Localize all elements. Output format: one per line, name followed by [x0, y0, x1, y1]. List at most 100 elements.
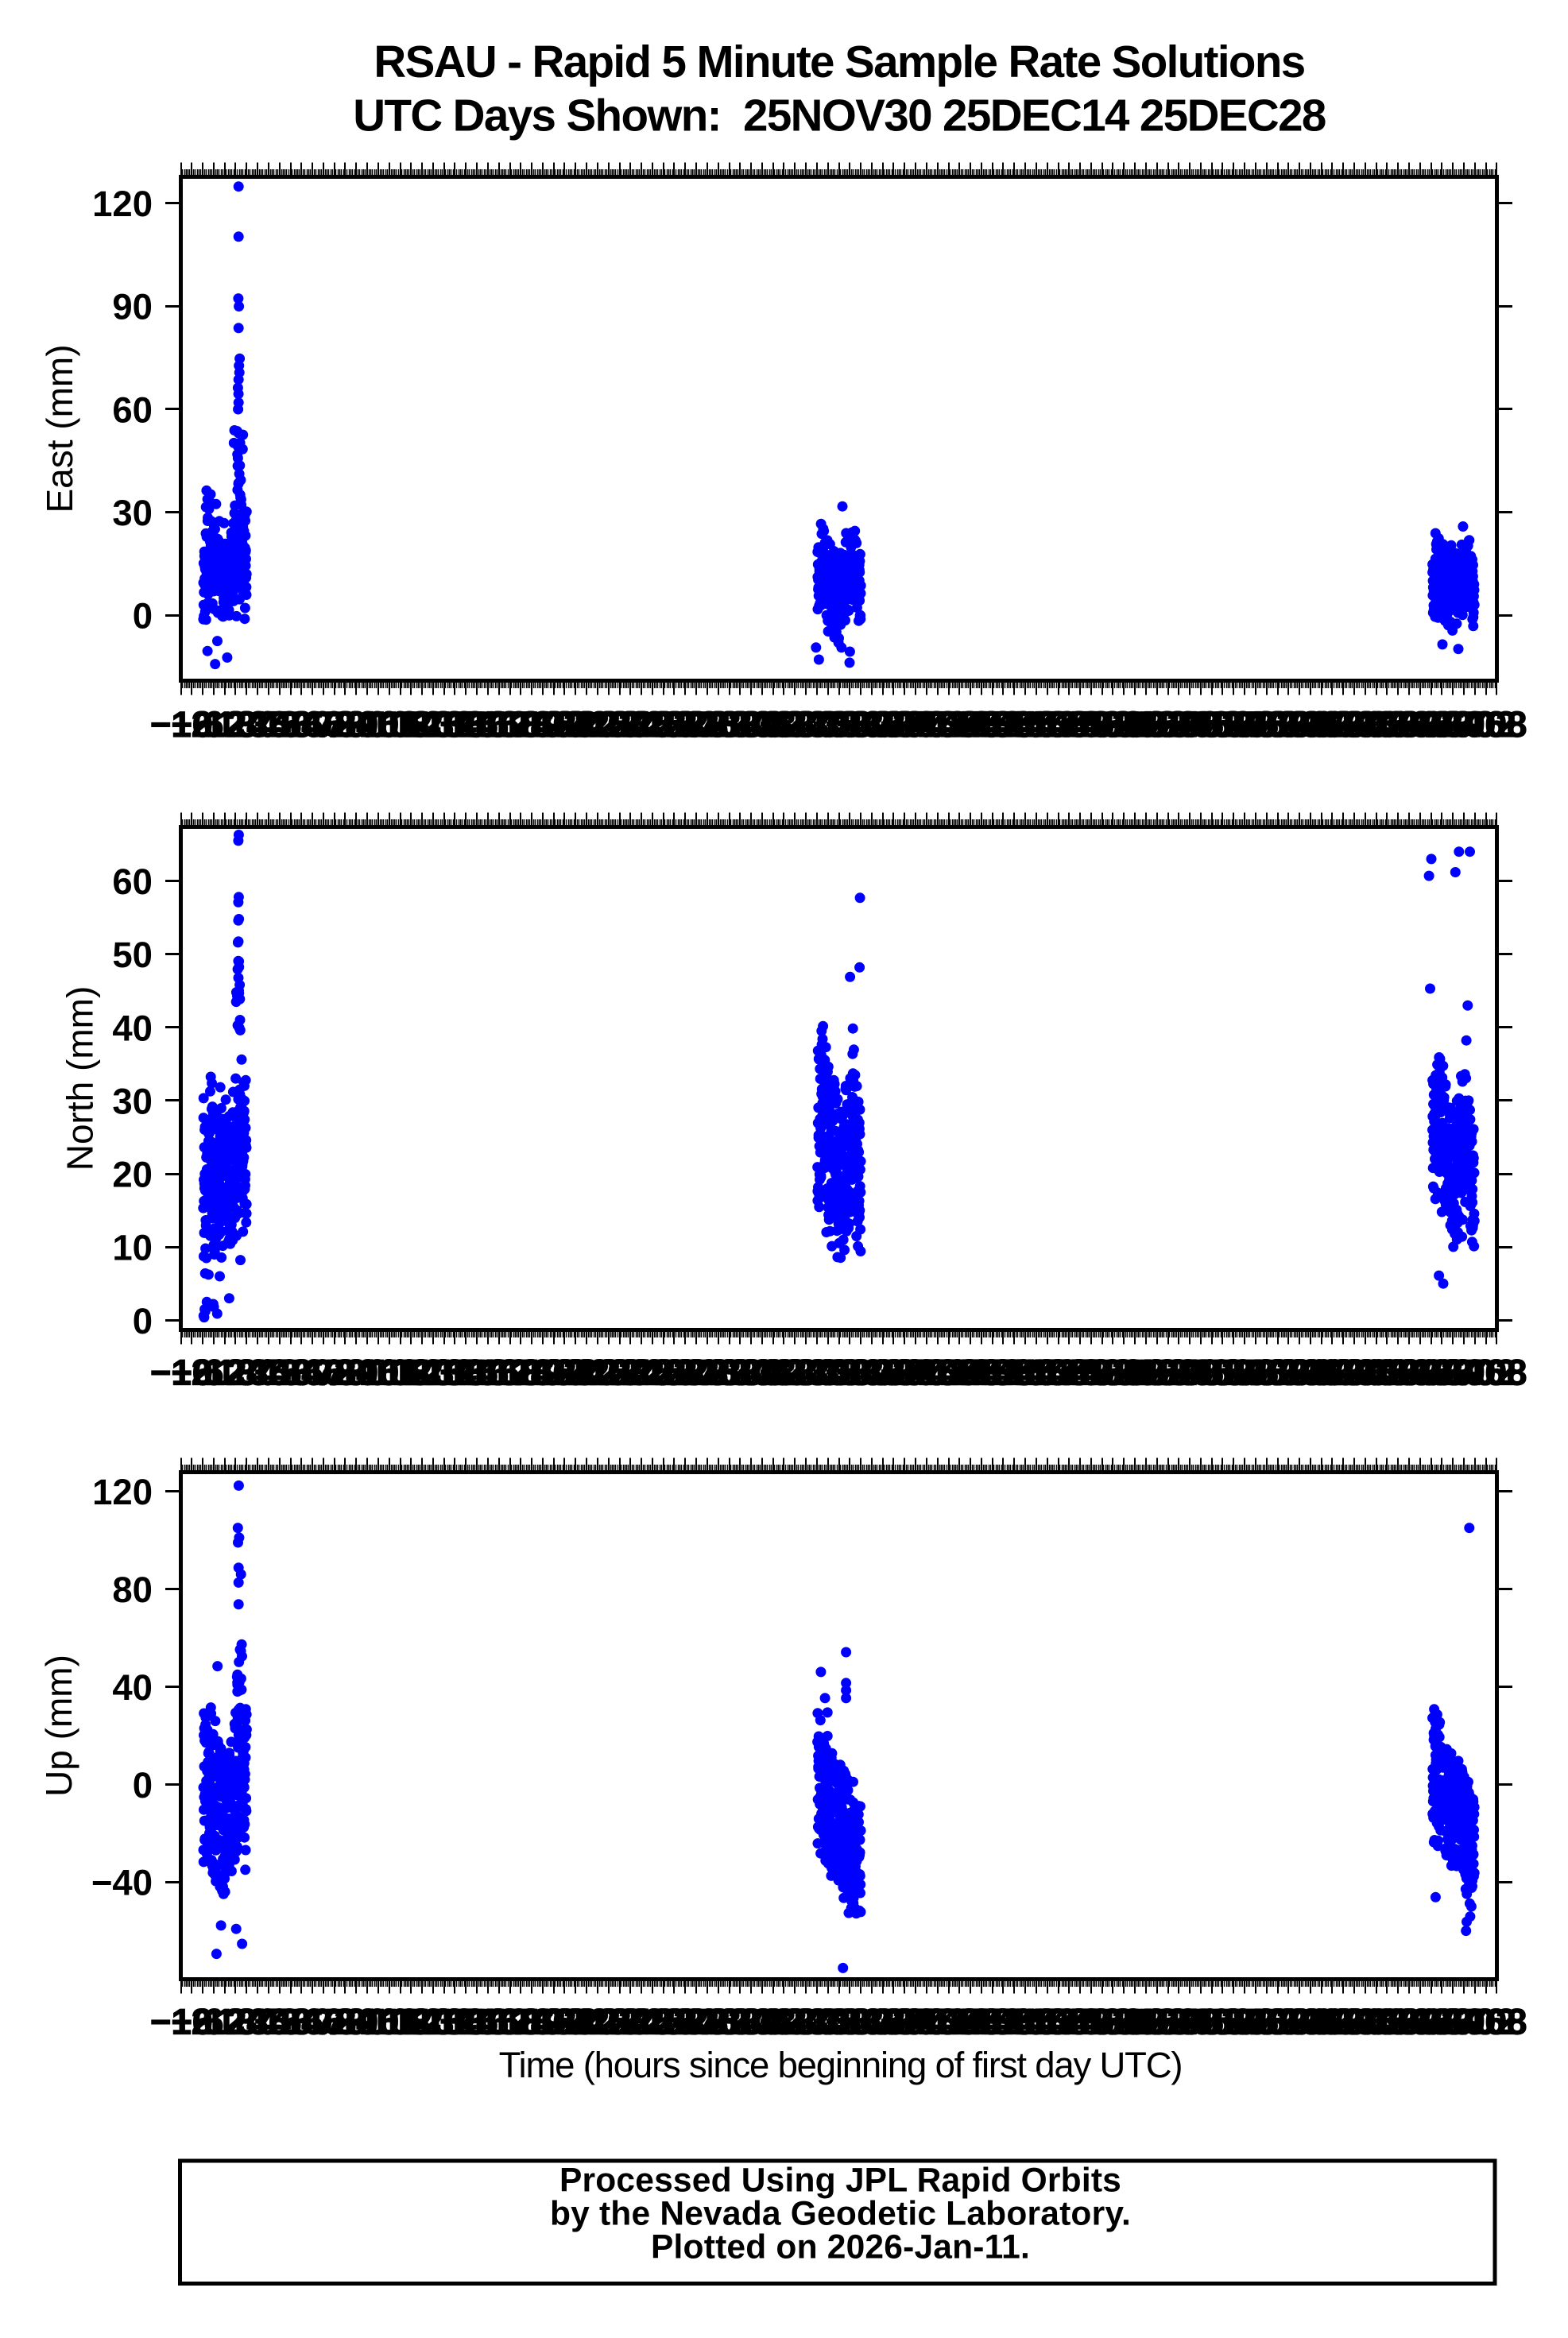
svg-text:516: 516: [1116, 2002, 1176, 2042]
svg-text:510: 510: [1105, 704, 1165, 745]
svg-text:168: 168: [480, 2002, 540, 2042]
svg-text:96: 96: [358, 704, 399, 745]
svg-text:522: 522: [1127, 1353, 1187, 1393]
svg-text:66: 66: [304, 1353, 344, 1393]
svg-text:510: 510: [1105, 1353, 1165, 1393]
svg-text:654: 654: [1368, 704, 1429, 745]
svg-text:36: 36: [249, 704, 289, 745]
svg-text:336: 336: [787, 2002, 847, 2042]
svg-text:180: 180: [501, 2002, 562, 2042]
svg-text:132: 132: [414, 704, 474, 745]
svg-text:426: 426: [951, 704, 1012, 745]
svg-text:78: 78: [325, 2002, 366, 2042]
svg-text:474: 474: [1039, 2002, 1100, 2042]
svg-text:126: 126: [403, 1353, 463, 1393]
svg-text:648: 648: [1357, 704, 1418, 745]
svg-text:534: 534: [1148, 704, 1210, 745]
svg-text:234: 234: [600, 1353, 661, 1393]
svg-text:288: 288: [699, 2002, 760, 2042]
svg-text:630: 630: [1324, 2002, 1384, 2042]
svg-text:222: 222: [579, 2002, 639, 2042]
svg-text:156: 156: [458, 1353, 518, 1393]
svg-text:696: 696: [1445, 2002, 1505, 2042]
svg-text:414: 414: [929, 1353, 990, 1393]
svg-text:420: 420: [940, 1353, 1001, 1393]
svg-text:450: 450: [995, 1353, 1055, 1393]
svg-text:36: 36: [249, 2002, 289, 2042]
svg-text:600: 600: [1269, 2002, 1330, 2042]
svg-text:216: 216: [567, 1353, 628, 1393]
svg-text:210: 210: [556, 704, 617, 745]
svg-text:282: 282: [688, 704, 749, 745]
svg-text:570: 570: [1214, 1353, 1275, 1393]
svg-text:138: 138: [425, 704, 486, 745]
svg-text:666: 666: [1390, 704, 1450, 745]
svg-text:318: 318: [754, 704, 815, 745]
svg-text:618: 618: [1303, 1353, 1363, 1393]
svg-text:588: 588: [1248, 2002, 1308, 2042]
svg-text:378: 378: [864, 1353, 924, 1393]
svg-text:108: 108: [370, 704, 431, 745]
svg-text:618: 618: [1303, 2002, 1363, 2042]
svg-text:216: 216: [567, 704, 628, 745]
svg-text:606: 606: [1280, 704, 1341, 745]
svg-text:Up (mm): Up (mm): [38, 1655, 79, 1797]
svg-text:126: 126: [403, 704, 463, 745]
svg-text:20: 20: [112, 1155, 153, 1195]
svg-text:612: 612: [1291, 2002, 1352, 2042]
svg-text:480: 480: [1050, 2002, 1110, 2042]
svg-text:60: 60: [112, 389, 153, 430]
svg-text:402: 402: [908, 2002, 968, 2042]
svg-text:−12: −12: [150, 1353, 211, 1393]
svg-text:258: 258: [645, 1353, 705, 1393]
svg-text:492: 492: [1072, 704, 1132, 745]
svg-text:144: 144: [436, 1353, 497, 1393]
svg-text:0: 0: [192, 1353, 212, 1393]
svg-text:588: 588: [1248, 1353, 1308, 1393]
svg-text:576: 576: [1225, 2002, 1286, 2042]
svg-text:612: 612: [1291, 1353, 1352, 1393]
svg-text:330: 330: [776, 704, 836, 745]
svg-text:42: 42: [259, 1353, 300, 1393]
svg-text:708: 708: [1467, 704, 1527, 745]
svg-text:702: 702: [1456, 1353, 1516, 1393]
svg-text:96: 96: [358, 1353, 399, 1393]
svg-text:40: 40: [112, 1667, 153, 1708]
svg-text:228: 228: [590, 2002, 650, 2042]
svg-text:468: 468: [1028, 1353, 1089, 1393]
svg-text:108: 108: [370, 2002, 431, 2042]
svg-text:192: 192: [524, 704, 584, 745]
svg-text:318: 318: [754, 2002, 815, 2042]
svg-text:−6: −6: [171, 1353, 212, 1393]
svg-text:42: 42: [259, 2002, 300, 2042]
svg-text:600: 600: [1269, 704, 1330, 745]
svg-text:366: 366: [842, 704, 902, 745]
svg-text:80: 80: [112, 1570, 153, 1610]
svg-text:666: 666: [1390, 1353, 1450, 1393]
svg-text:486: 486: [1061, 704, 1121, 745]
svg-text:438: 438: [974, 2002, 1034, 2042]
svg-text:288: 288: [699, 1353, 760, 1393]
svg-text:684: 684: [1423, 2002, 1484, 2042]
svg-text:24: 24: [226, 2002, 267, 2042]
svg-text:522: 522: [1127, 2002, 1187, 2042]
svg-text:204: 204: [545, 2002, 606, 2042]
svg-text:78: 78: [325, 1353, 366, 1393]
svg-text:642: 642: [1346, 2002, 1407, 2042]
svg-text:54: 54: [281, 1353, 322, 1393]
svg-text:696: 696: [1445, 704, 1505, 745]
svg-text:264: 264: [655, 704, 716, 745]
svg-text:120: 120: [392, 1353, 452, 1393]
svg-text:342: 342: [798, 2002, 858, 2042]
svg-text:30: 30: [238, 1353, 278, 1393]
svg-text:228: 228: [590, 704, 650, 745]
svg-text:by the Nevada Geodetic Laborat: by the Nevada Geodetic Laboratory.: [550, 2196, 1131, 2233]
svg-text:360: 360: [830, 2002, 891, 2042]
svg-text:420: 420: [940, 704, 1001, 745]
svg-text:588: 588: [1248, 704, 1308, 745]
svg-text:456: 456: [1006, 1353, 1067, 1393]
svg-text:432: 432: [962, 1353, 1023, 1393]
svg-text:306: 306: [732, 1353, 792, 1393]
svg-text:Plotted on 2026-Jan-11.: Plotted on 2026-Jan-11.: [651, 2229, 1030, 2266]
svg-text:270: 270: [666, 1353, 726, 1393]
